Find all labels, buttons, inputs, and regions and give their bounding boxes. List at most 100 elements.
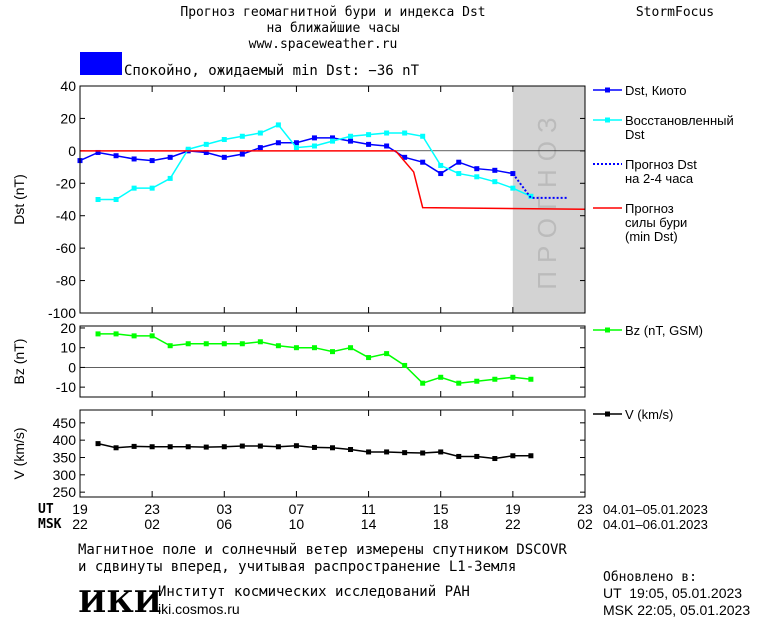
marker — [239, 133, 245, 139]
y-tick-label: 300 — [53, 467, 77, 483]
brand: StormFocus — [636, 5, 714, 20]
y-tick-label: 350 — [53, 449, 77, 465]
marker — [510, 185, 516, 191]
marker — [330, 135, 335, 141]
marker — [366, 355, 372, 361]
url: www.spaceweather.ru — [249, 37, 398, 52]
plot-area — [80, 86, 585, 313]
marker — [311, 135, 317, 141]
marker — [167, 154, 173, 160]
marker — [420, 450, 426, 456]
marker — [185, 341, 191, 347]
y-tick-label: 450 — [53, 415, 77, 431]
marker — [257, 130, 263, 136]
marker — [275, 122, 281, 128]
legend-marker — [605, 327, 610, 333]
subtitle: на ближайшие часы — [266, 21, 399, 36]
x-tick-label: 19 — [505, 501, 521, 517]
marker — [185, 146, 191, 152]
marker — [366, 132, 372, 138]
marker — [474, 174, 480, 180]
y-axis-label: V (km/s) — [11, 427, 27, 479]
marker — [203, 341, 209, 347]
marker — [257, 443, 263, 449]
legend-label: Прогноз Dst — [625, 157, 697, 172]
y-axis-label: Bz (nT) — [11, 339, 27, 385]
y-tick-label: -20 — [56, 175, 76, 191]
marker — [293, 140, 299, 146]
forecast-label: ПРОГНОЗ — [532, 109, 562, 289]
marker — [330, 445, 335, 451]
y-tick-label: 20 — [60, 110, 76, 126]
marker — [330, 349, 335, 355]
status-text: Спокойно, ожидаемый min Dst: −36 nT — [124, 63, 420, 79]
y-tick-label: -80 — [56, 273, 76, 289]
marker — [221, 137, 227, 143]
plot-area — [80, 410, 585, 497]
x2-tick-label: 02 — [144, 516, 160, 532]
marker — [221, 444, 227, 450]
marker — [203, 444, 209, 450]
plot-frame — [79, 325, 586, 398]
updated-label: Обновлено в: — [603, 570, 697, 585]
marker — [348, 133, 354, 139]
marker — [113, 445, 119, 451]
marker — [311, 345, 317, 351]
status-indicator — [80, 52, 122, 75]
marker — [420, 133, 426, 139]
legend-marker — [605, 411, 610, 417]
marker — [113, 153, 119, 159]
marker — [131, 185, 137, 191]
y-tick-label: -60 — [56, 240, 76, 256]
legend-label: Dst — [625, 127, 645, 142]
marker — [438, 374, 444, 380]
marker — [311, 143, 317, 149]
x2-tick-label: 18 — [433, 516, 449, 532]
x2-tick-label: 02 — [577, 516, 593, 532]
legend-label: Восстановленный — [625, 113, 734, 128]
marker — [456, 171, 462, 177]
marker — [402, 450, 408, 456]
marker — [456, 159, 462, 165]
y-tick-label: -10 — [56, 379, 76, 395]
y-axis-label: Dst (nT) — [11, 174, 27, 225]
y-tick-label: -100 — [48, 305, 76, 321]
x2-tick-label: 22 — [72, 516, 88, 532]
series-line — [512, 172, 567, 199]
marker — [95, 441, 101, 447]
marker — [149, 185, 155, 191]
marker — [113, 197, 119, 202]
marker — [167, 175, 173, 181]
legend-label: Прогноз — [625, 201, 674, 216]
y-tick-label: 20 — [60, 320, 76, 336]
marker — [149, 158, 155, 164]
y-tick-label: 10 — [60, 340, 76, 356]
marker — [239, 341, 245, 347]
y-tick-label: 0 — [68, 359, 76, 375]
x-tick-label: 11 — [361, 501, 376, 517]
marker — [113, 331, 119, 337]
x2-tick-label: 10 — [289, 516, 305, 532]
marker — [456, 380, 462, 386]
marker — [203, 149, 209, 155]
x-tick-label: 23 — [577, 501, 593, 517]
y-tick-label: 400 — [53, 432, 77, 448]
marker — [492, 456, 498, 462]
marker — [95, 331, 101, 337]
marker — [275, 140, 281, 146]
marker — [221, 154, 227, 160]
marker — [438, 171, 444, 177]
x-tick-label: 19 — [72, 501, 88, 517]
marker — [275, 444, 281, 450]
marker — [221, 341, 227, 347]
logo: ИКИ — [78, 585, 162, 620]
x2-tick-label: 06 — [216, 516, 232, 532]
legend-label: V (km/s) — [625, 407, 673, 422]
marker — [348, 447, 354, 453]
marker — [492, 167, 498, 173]
marker — [131, 156, 137, 162]
marker — [474, 453, 480, 459]
marker — [402, 130, 408, 136]
marker — [366, 141, 372, 147]
